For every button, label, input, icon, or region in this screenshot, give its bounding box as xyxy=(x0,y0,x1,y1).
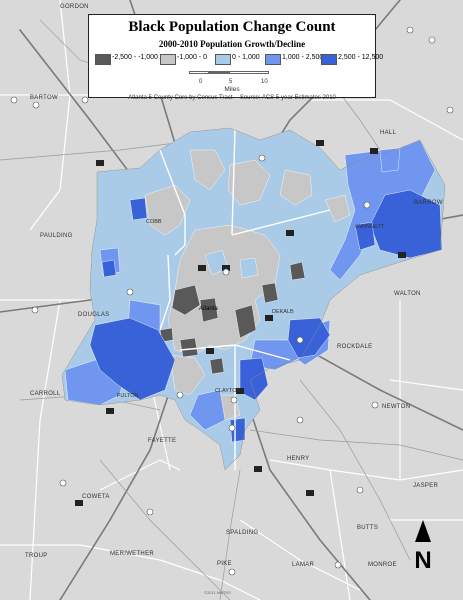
county-label-dekalb: DEKALB xyxy=(272,309,294,315)
tract-darkblue-clayton-s xyxy=(229,417,246,443)
copyright-note: ©2011 NMTRS xyxy=(204,590,231,595)
shield-icon xyxy=(236,388,244,394)
county-label-fulton: FULTON xyxy=(117,393,139,399)
county-label-barrow: BARROW xyxy=(414,200,443,206)
legend-label-class-3: 0 - 1,000 xyxy=(232,54,260,61)
scale-label-10: 10 xyxy=(261,79,268,85)
legend-swatch-class-2 xyxy=(160,54,176,65)
tract-lightblue-core2 xyxy=(239,257,259,279)
shield-icon xyxy=(75,500,83,506)
county-label-butts: BUTTS xyxy=(357,525,379,531)
scale-bar xyxy=(189,71,269,75)
county-label-spalding: SPALDING xyxy=(226,530,259,536)
tract-darkblue-cobb xyxy=(129,197,148,221)
legend-label-class-1: -2,500 - -1,000 xyxy=(112,54,158,61)
county-label-rockdale: ROCKDALE xyxy=(337,344,373,350)
legend-box: Black Population Change Count 2000-2010 … xyxy=(88,14,383,101)
shield-icon xyxy=(370,148,378,154)
tract-dark-1 xyxy=(171,284,201,316)
tract-dark-6 xyxy=(179,337,199,358)
county-label-cobb: COBB xyxy=(146,219,162,225)
tract-darkblue-henry xyxy=(239,357,269,401)
county-label-henry: HENRY xyxy=(287,456,310,462)
tract-darkblue-dekalb-se xyxy=(287,317,331,359)
county-label-douglas: DOUGLAS xyxy=(78,312,110,318)
legend-swatch-class-5 xyxy=(321,54,337,65)
north-label: N xyxy=(414,547,431,572)
shield-icon xyxy=(206,348,214,354)
county-label-gordon: GORDON xyxy=(60,4,89,10)
county-label-meriwether: MERIWETHER xyxy=(110,551,154,557)
source-note: Atlanta 5-County Core by Census Tract --… xyxy=(128,95,336,101)
core-county-lines xyxy=(159,129,331,470)
scale-label-0: 0 xyxy=(199,79,203,85)
shield-icon xyxy=(316,140,324,146)
county-label-monroe: MONROE xyxy=(368,562,397,568)
tract-darkblue-south-fulton xyxy=(89,317,176,401)
scale-label-5: 5 xyxy=(229,79,233,85)
shield-icon xyxy=(286,230,294,236)
county-label-paulding: PAULDING xyxy=(40,233,73,239)
tract-gray-north2 xyxy=(279,169,313,206)
county-label-hall: HALL xyxy=(380,130,397,136)
tract-dark-2 xyxy=(199,297,219,323)
tract-gray-fulton-south xyxy=(169,354,206,396)
tract-dark-8 xyxy=(209,357,225,375)
core-outline xyxy=(61,127,446,471)
county-label-fayette: FAYETTE xyxy=(148,438,177,444)
legend-swatch-class-3 xyxy=(215,54,231,65)
tract-dark-4 xyxy=(261,282,279,304)
tract-gray-gwinnett xyxy=(324,194,351,223)
county-label-clayton: CLAYTON xyxy=(215,388,241,394)
legend-label-class-5: 2,500 - 12,500 xyxy=(338,54,384,61)
county-label-walton: WALTON xyxy=(394,291,421,297)
state-route-markers xyxy=(10,26,454,576)
county-label-carroll: CARROLL xyxy=(30,391,61,397)
shield-icon xyxy=(306,490,314,496)
county-label-pike: PIKE xyxy=(217,561,232,567)
tract-darkblue-gwinnett2 xyxy=(354,221,376,251)
tract-dark-5 xyxy=(289,261,306,281)
shield-icon xyxy=(198,265,206,271)
tract-gray-cobb2 xyxy=(189,149,226,191)
map-title: Black Population Change Count xyxy=(128,19,336,35)
tract-dark-3 xyxy=(234,304,257,339)
shield-icon xyxy=(96,160,104,166)
tract-medblue-north xyxy=(379,147,401,173)
city-label-atlanta: Atlanta xyxy=(199,306,218,312)
shield-icon xyxy=(254,466,262,472)
legend-swatch-class-4 xyxy=(265,54,281,65)
highway-shields xyxy=(75,140,406,506)
shield-icon xyxy=(106,408,114,414)
county-label-newton: NEWTON xyxy=(382,404,411,410)
shield-icon xyxy=(398,252,406,258)
shield-icon xyxy=(265,315,273,321)
county-label-coweta: COWETA xyxy=(82,494,110,500)
county-label-jasper: JASPER xyxy=(413,483,439,489)
legend-label-class-2: -1,000 - 0 xyxy=(177,54,207,61)
tract-darkblue-douglas xyxy=(101,259,117,278)
county-label-lamar: LAMAR xyxy=(292,562,315,568)
north-arrow-icon: N xyxy=(414,520,432,572)
scale-unit: Miles xyxy=(224,86,240,93)
legend-swatch-class-1 xyxy=(95,54,111,65)
county-label-bartow: BARTOW xyxy=(30,95,58,101)
legend-classes: -2,500 - -1,000 -1,000 - 0 0 - 1,000 1,0… xyxy=(95,54,383,66)
legend-label-class-4: 1,000 - 2,500 xyxy=(282,54,324,61)
shield-icon xyxy=(222,265,230,271)
county-label-troup: TROUP xyxy=(25,553,48,559)
census-tracts xyxy=(61,127,446,471)
tract-gray-north xyxy=(227,159,271,206)
county-label-gwinnett: GWINNETT xyxy=(355,224,385,230)
map-subtitle: 2000-2010 Population Growth/Decline xyxy=(158,39,306,49)
tract-medblue-clayton xyxy=(189,389,226,431)
